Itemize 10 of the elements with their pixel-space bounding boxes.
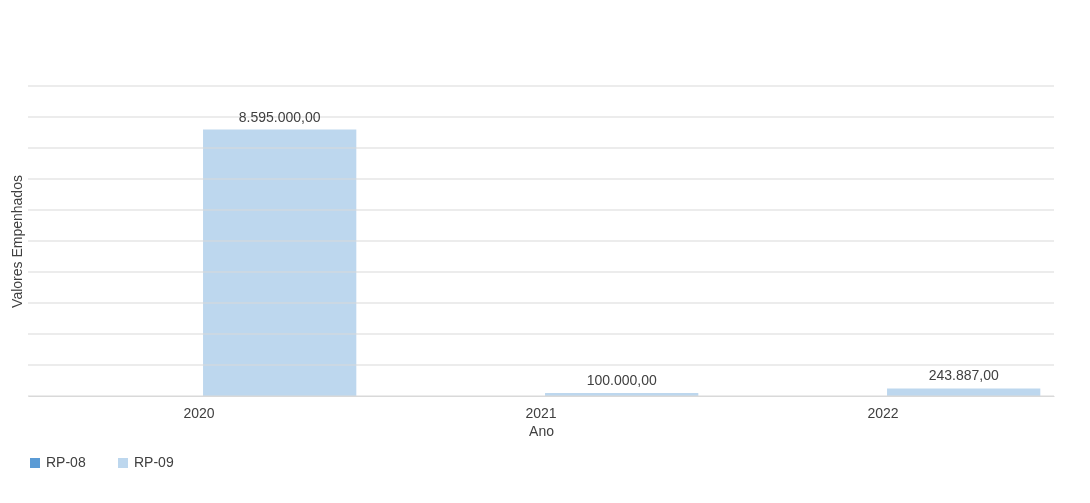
legend-label: RP-09: [134, 454, 174, 470]
legend-label: RP-08: [46, 454, 86, 470]
x-tick-label: 2021: [525, 404, 557, 421]
data-label: 243.887,00: [928, 367, 999, 384]
x-axis-title: Ano: [529, 422, 555, 439]
data-label: 8.595.000,00: [238, 108, 321, 125]
x-tick-label: 2020: [183, 404, 215, 421]
y-axis-title: Valores Empenhados: [8, 175, 25, 308]
x-tick-label: 2022: [867, 404, 899, 421]
data-label: 100.000,00: [586, 371, 657, 388]
